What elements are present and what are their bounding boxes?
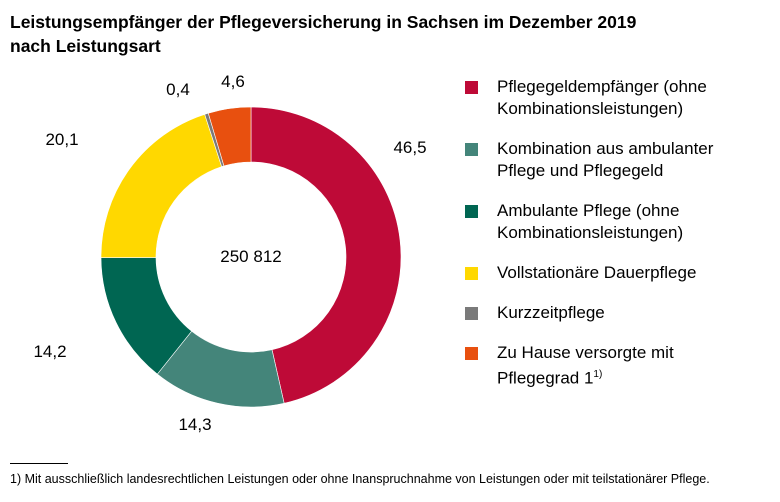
legend-item: Vollstationäre Dauerpflege [465, 262, 775, 284]
legend: Pflegegeldempfänger (ohne Kombinationsle… [465, 76, 775, 390]
legend-swatch [465, 143, 478, 156]
chart-title-block: Leistungsempfänger der Pflegeversicherun… [10, 10, 636, 58]
data-label: 14,2 [33, 342, 67, 361]
chart-title: Leistungsempfänger der Pflegeversicherun… [10, 12, 637, 32]
footnote: 1) Mit ausschließlich landesrechtlichen … [10, 472, 710, 486]
donut-slice [100, 113, 223, 259]
footnote-mark: 1) [593, 369, 603, 380]
legend-label: Kombination aus ambulanter Pflege und Pf… [497, 139, 714, 180]
chart-subtitle: nach Leistungsart [10, 36, 161, 56]
legend-item: Pflegegeldempfänger (ohne Kombinationsle… [465, 76, 780, 120]
data-label: 20,1 [45, 130, 79, 149]
legend-label: Vollstationäre Dauerpflege [497, 263, 697, 282]
legend-swatch [465, 81, 478, 94]
legend-swatch [465, 267, 478, 280]
data-label: 14,3 [178, 415, 212, 434]
legend-item: Kurzzeitpflege [465, 302, 775, 324]
center-total: 250 812 [220, 247, 282, 266]
legend-label: Ambulante Pflege (ohne Kombinationsleist… [497, 201, 684, 242]
legend-item: Ambulante Pflege (ohne Kombinationsleist… [465, 200, 780, 244]
legend-label: Zu Hause versorgte mit Pflegegrad 1 [497, 343, 674, 388]
legend-item: Zu Hause versorgte mit Pflegegrad 11) [465, 342, 727, 390]
legend-swatch [465, 205, 478, 218]
donut-slice [207, 106, 252, 167]
donut-slice [250, 106, 402, 404]
data-label: 4,6 [221, 72, 245, 91]
footnote-divider [10, 463, 68, 464]
legend-swatch [465, 307, 478, 320]
legend-swatch [465, 347, 478, 360]
legend-label: Kurzzeitpflege [497, 303, 605, 322]
data-label: 46,5 [393, 138, 427, 157]
legend-label: Pflegegeldempfänger (ohne Kombinationsle… [497, 77, 707, 118]
data-label: 0,4 [166, 80, 190, 99]
legend-item: Kombination aus ambulanter Pflege und Pf… [465, 138, 727, 182]
